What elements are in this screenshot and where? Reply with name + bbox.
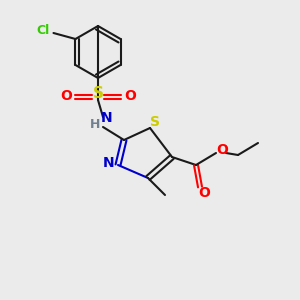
Text: O: O xyxy=(60,89,72,103)
Text: O: O xyxy=(124,89,136,103)
Text: S: S xyxy=(150,115,160,129)
Text: S: S xyxy=(92,86,104,101)
Text: Cl: Cl xyxy=(37,25,50,38)
Text: H: H xyxy=(90,118,100,131)
Text: O: O xyxy=(198,186,210,200)
Text: N: N xyxy=(103,156,115,170)
Text: N: N xyxy=(101,111,113,125)
Text: O: O xyxy=(216,143,228,157)
